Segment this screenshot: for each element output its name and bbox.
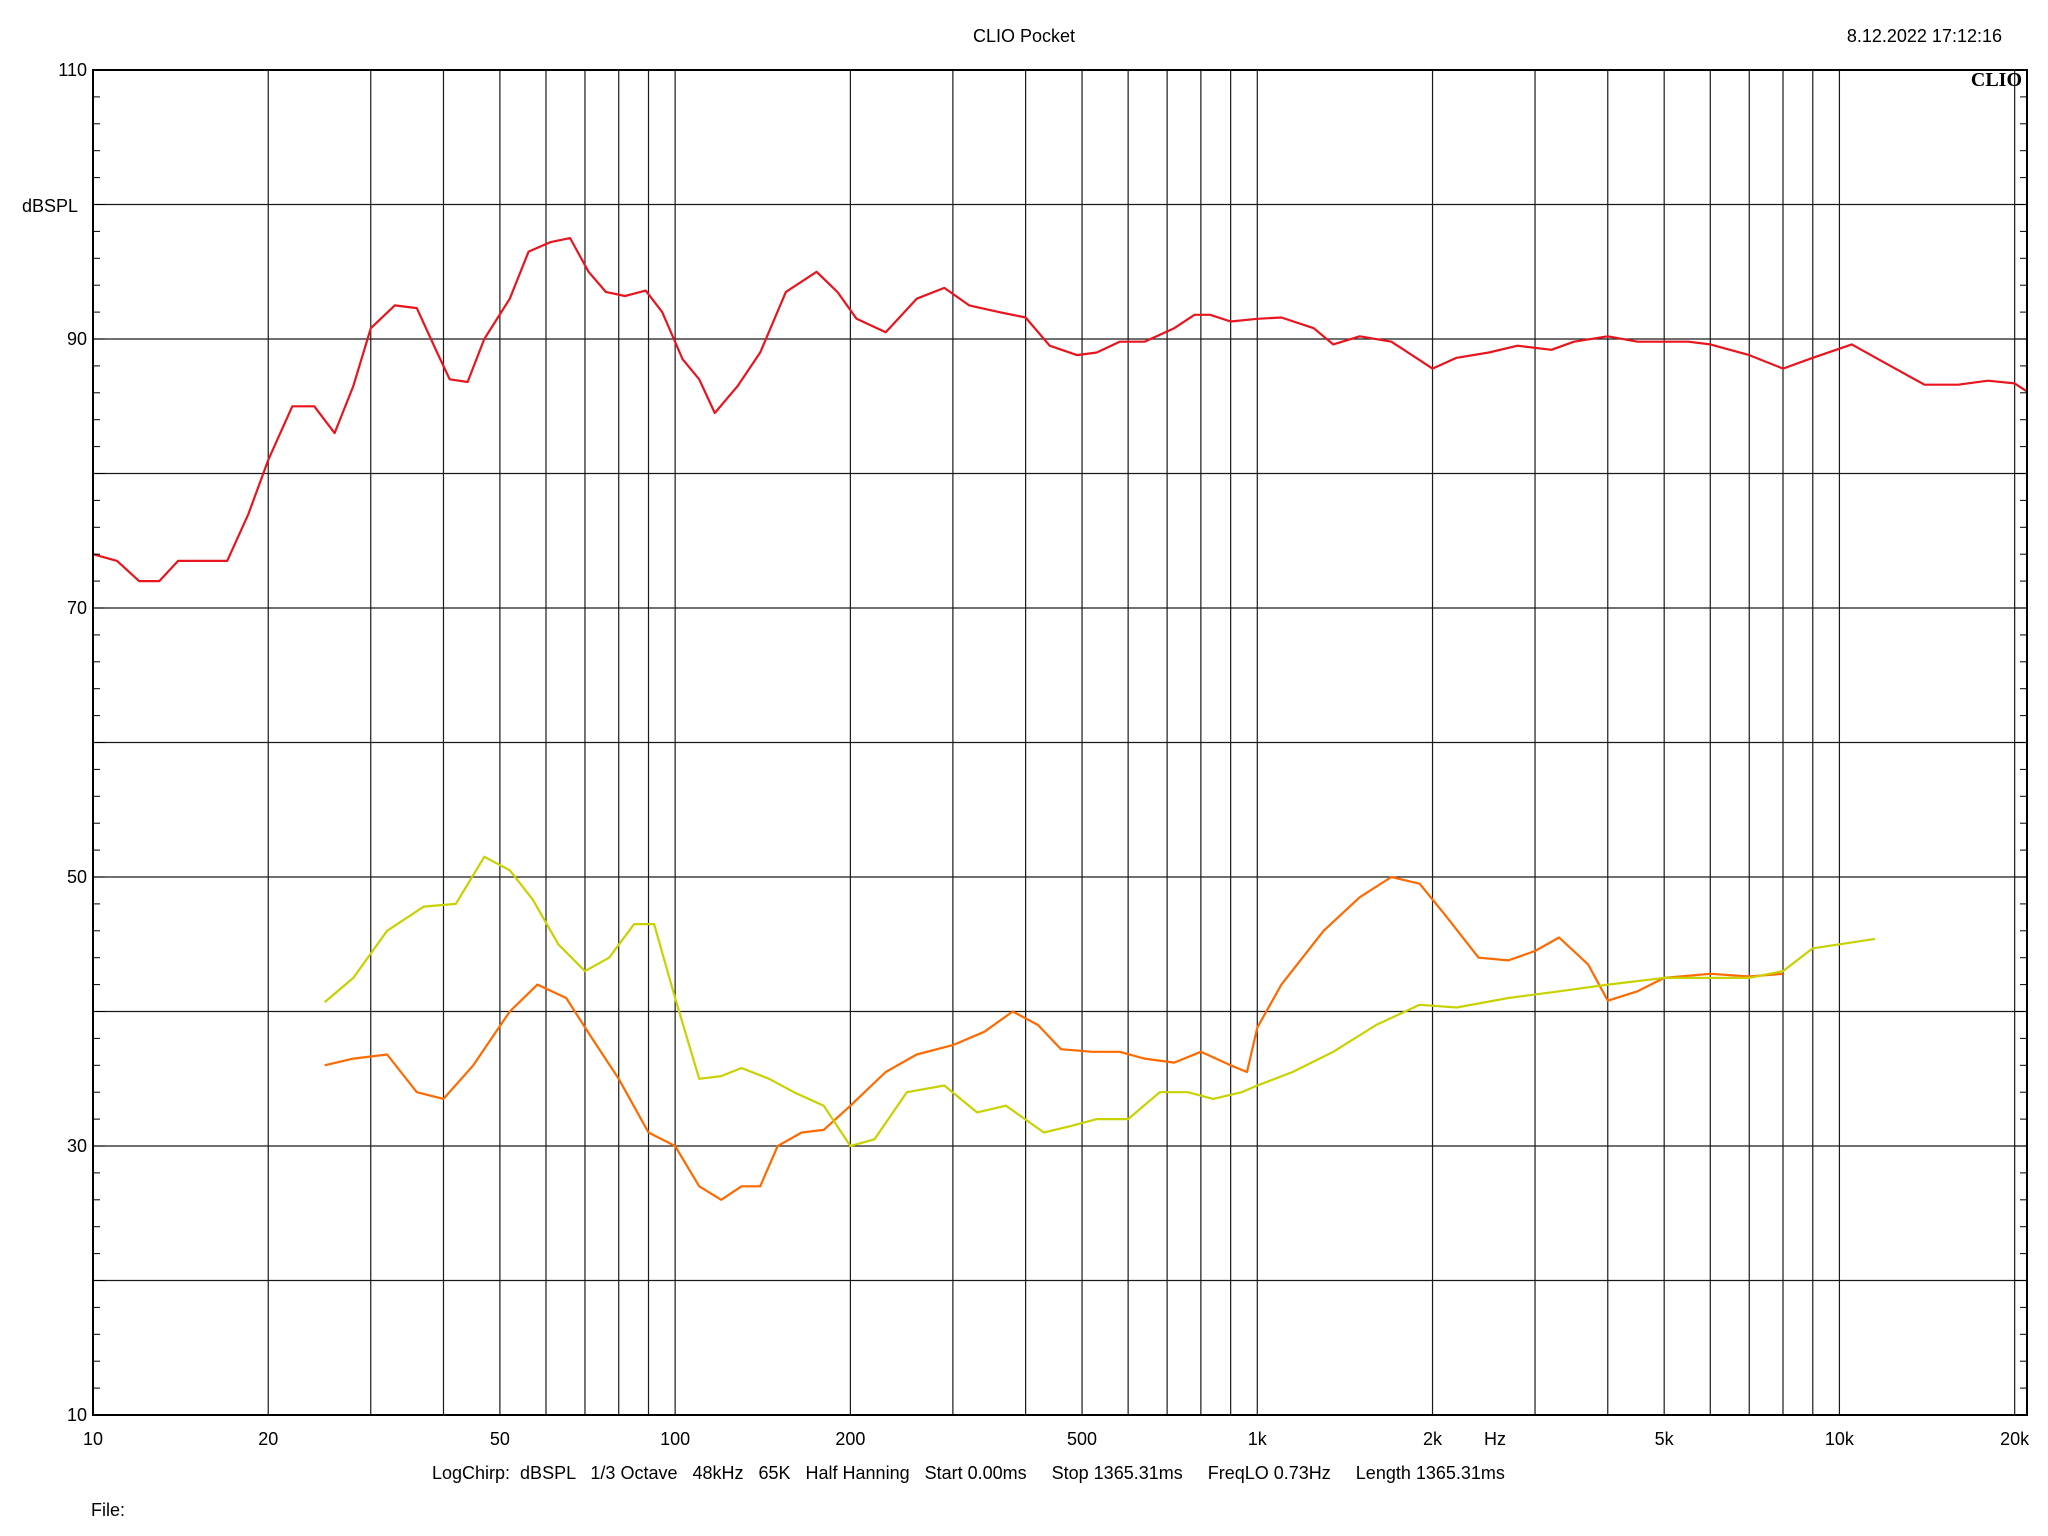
x-axis-label: Hz [1484,1429,1506,1449]
x-tick-label: 1k [1248,1429,1268,1449]
file-label: File: [91,1500,126,1520]
x-tick-label: 2k [1423,1429,1443,1449]
brand-logo: CLIO [1971,69,2022,91]
y-tick-label: 30 [67,1136,87,1156]
y-tick-label: 50 [67,867,87,887]
series-line-1 [92,237,2028,583]
x-tick-label: 5k [1655,1429,1675,1449]
measurement-parameters: LogChirp: dBSPL 1/3 Octave 48kHz 65K Hal… [432,1463,1505,1483]
x-tick-label: 10k [1825,1429,1855,1449]
chart-title: CLIO Pocket [973,26,1075,46]
x-tick-label: 20 [258,1429,278,1449]
y-axis-label: dBSPL [22,196,78,216]
series-line-2 [324,875,1784,1201]
x-tick-label: 50 [490,1429,510,1449]
y-tick-label: 70 [67,598,87,618]
y-tick-label: 10 [67,1405,87,1425]
x-tick-label: 500 [1067,1429,1097,1449]
x-tick-label: 100 [660,1429,690,1449]
x-tick-label: 200 [835,1429,865,1449]
x-tick-label: 10 [83,1429,103,1449]
ticks: 10 20 50 100 200 500 1k 2k 5k 10k 20k 10 30 50 70 90 110 [58,60,2030,1449]
y-tick-label: 110 [58,60,87,80]
timestamp: 8.12.2022 17:12:16 [1847,26,2002,46]
grid [93,70,2027,1415]
series-layer [92,237,2028,1201]
y-tick-label: 90 [67,329,87,349]
x-tick-label: 20k [2000,1429,2030,1449]
series-line-3 [323,855,1875,1148]
